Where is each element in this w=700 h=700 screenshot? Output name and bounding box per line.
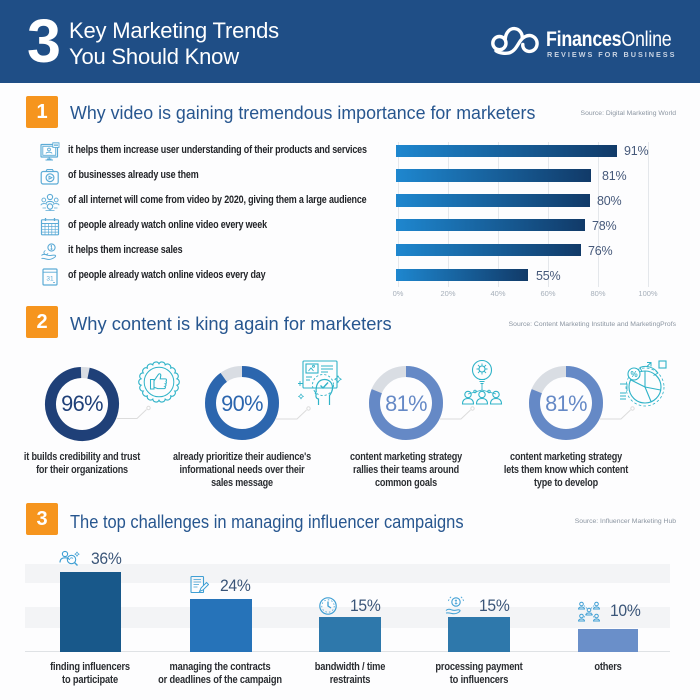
svg-text:%: % [630, 370, 637, 379]
svg-text:31: 31 [46, 276, 54, 283]
